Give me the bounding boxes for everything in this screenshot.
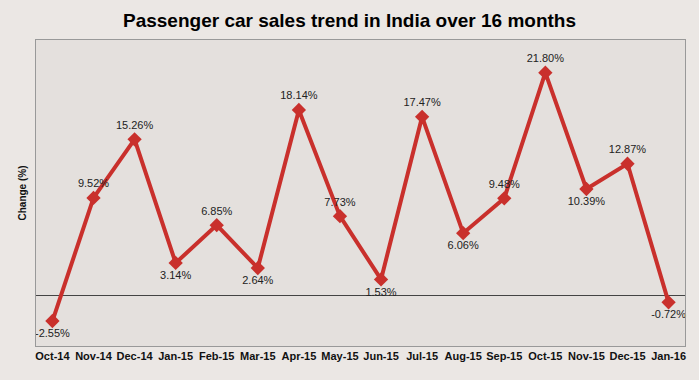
svg-text:Jul-15: Jul-15: [406, 350, 438, 362]
svg-text:May-15: May-15: [321, 350, 358, 362]
svg-text:10.39%: 10.39%: [568, 195, 606, 207]
svg-text:18.14%: 18.14%: [280, 89, 318, 101]
svg-text:-2.55%: -2.55%: [35, 327, 70, 339]
svg-text:Change (%): Change (%): [17, 166, 28, 221]
svg-text:9.52%: 9.52%: [78, 177, 109, 189]
svg-text:15.26%: 15.26%: [116, 119, 154, 131]
svg-text:1.53%: 1.53%: [365, 286, 396, 298]
svg-text:9.48%: 9.48%: [489, 178, 520, 190]
svg-text:Jan-16: Jan-16: [651, 350, 686, 362]
svg-text:Dec-15: Dec-15: [609, 350, 645, 362]
svg-text:7.73%: 7.73%: [324, 196, 355, 208]
svg-text:Nov-14: Nov-14: [75, 350, 113, 362]
svg-text:-0.72%: -0.72%: [651, 308, 686, 320]
svg-text:21.80%: 21.80%: [527, 52, 565, 64]
svg-text:17.47%: 17.47%: [403, 96, 441, 108]
svg-text:Mar-15: Mar-15: [240, 350, 275, 362]
svg-text:Nov-15: Nov-15: [568, 350, 605, 362]
svg-text:Sep-15: Sep-15: [486, 350, 522, 362]
svg-text:6.06%: 6.06%: [448, 239, 479, 251]
svg-text:Feb-15: Feb-15: [199, 350, 234, 362]
svg-text:6.85%: 6.85%: [201, 205, 232, 217]
svg-text:12.87%: 12.87%: [609, 143, 647, 155]
svg-text:Oct-15: Oct-15: [528, 350, 562, 362]
svg-text:3.14%: 3.14%: [160, 269, 191, 281]
svg-text:Aug-15: Aug-15: [445, 350, 482, 362]
svg-text:Jun-15: Jun-15: [363, 350, 398, 362]
svg-text:Passenger car sales trend in I: Passenger car sales trend in India over …: [123, 10, 576, 31]
svg-text:Apr-15: Apr-15: [281, 350, 316, 362]
svg-text:Jan-15: Jan-15: [158, 350, 193, 362]
svg-text:Dec-14: Dec-14: [117, 350, 154, 362]
svg-text:2.64%: 2.64%: [242, 274, 273, 286]
svg-text:Oct-14: Oct-14: [35, 350, 70, 362]
